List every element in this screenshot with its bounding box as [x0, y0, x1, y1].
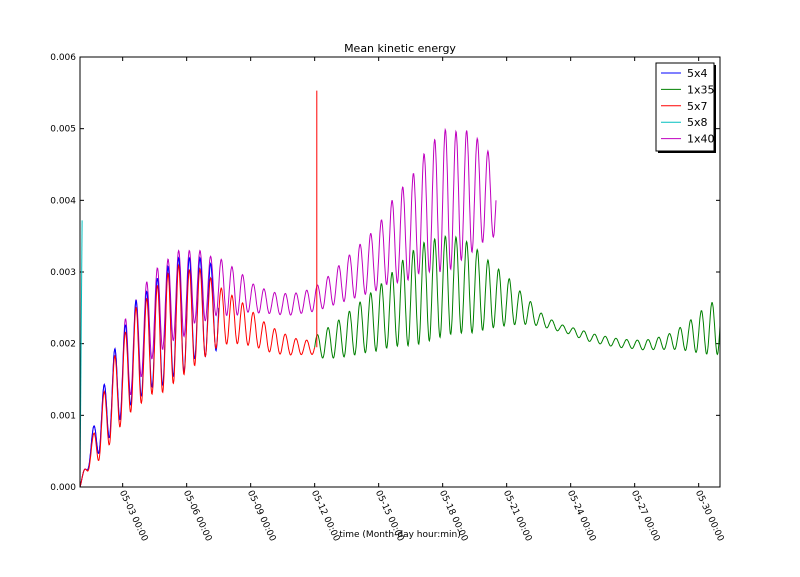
- y-tick-label: 0.000: [50, 483, 76, 493]
- legend-label-5x8: 5x8: [687, 116, 708, 129]
- y-tick-label: 0.003: [50, 268, 76, 278]
- chart-title: Mean kinetic energy: [344, 42, 456, 55]
- legend-label-5x7: 5x7: [687, 100, 708, 113]
- series-line-5x7: [79, 263, 316, 488]
- legend: 5x4 1x35 5x7 5x8 1x40: [655, 62, 716, 153]
- series-line-1x40: [79, 127, 497, 488]
- y-tick-label: 0.005: [50, 125, 76, 135]
- y-tick-label: 0.006: [50, 53, 76, 63]
- y-tick-label: 0.002: [50, 340, 76, 350]
- series-line-1x35: [314, 235, 721, 359]
- series-layer: [79, 90, 721, 488]
- legend-label-1x40: 1x40: [687, 133, 715, 146]
- legend-label-1x35: 1x35: [687, 83, 715, 96]
- legend-box: [655, 62, 715, 152]
- y-tick-label: 0.001: [50, 411, 76, 421]
- y-tick-label: 0.004: [50, 196, 76, 206]
- plot-frame: [79, 56, 721, 488]
- x-axis-label: time (Month-day hour:min): [339, 530, 461, 540]
- legend-label-5x4: 5x4: [687, 67, 708, 80]
